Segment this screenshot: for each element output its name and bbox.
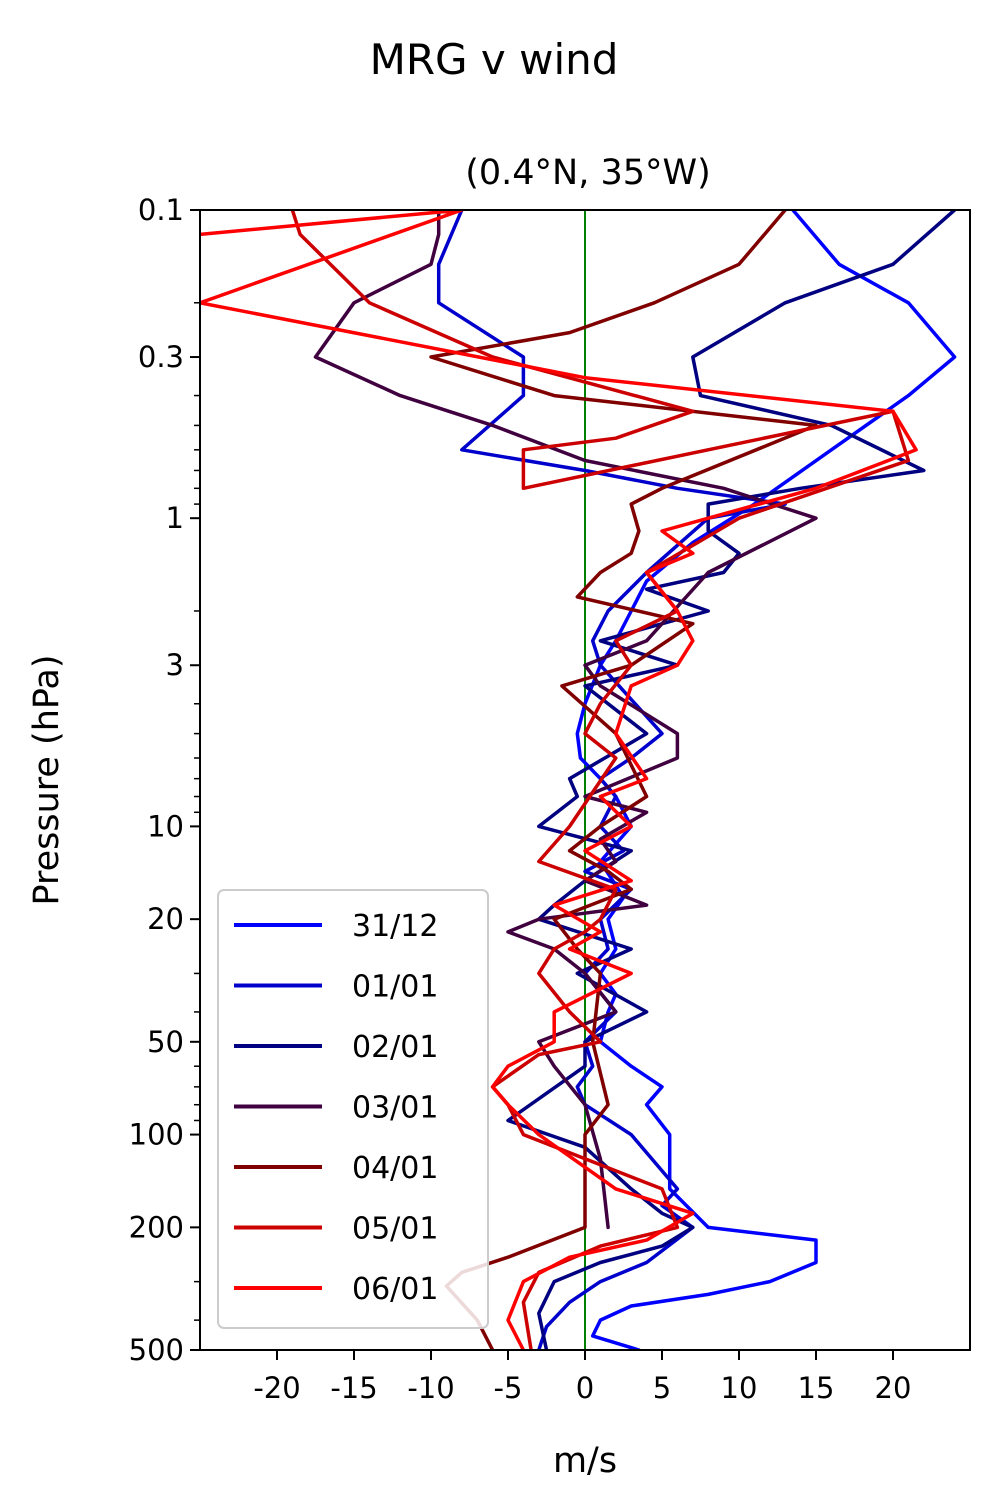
x-tick-label: -20 xyxy=(253,1371,300,1405)
y-tick-label: 0.1 xyxy=(138,193,184,227)
series-line-6 xyxy=(290,210,911,1350)
y-tick-label: 100 xyxy=(129,1118,184,1152)
legend-label: 31/12 xyxy=(352,909,438,944)
chart-subtitle: (0.4°N, 35°W) xyxy=(465,153,711,193)
series-line-3 xyxy=(506,210,957,1350)
y-tick-label: 3 xyxy=(166,648,184,682)
y-tick-label: 200 xyxy=(129,1210,184,1244)
plot-area xyxy=(200,210,957,1350)
legend-items: 31/12 01/01 02/01 03/01 04/01 05/01 06/01 xyxy=(234,909,438,1307)
chart-title: MRG v wind xyxy=(370,35,619,84)
legend-box xyxy=(217,889,489,1329)
y-tick-label: 1 xyxy=(166,501,184,535)
legend-label: 03/01 xyxy=(352,1091,438,1126)
y-tick-label: 50 xyxy=(147,1025,184,1059)
y-axis-label: Pressure (hPa) xyxy=(27,654,67,905)
x-tick-label: 0 xyxy=(576,1371,594,1405)
x-tick-label: -5 xyxy=(494,1371,523,1405)
y-tick-label: 500 xyxy=(129,1333,184,1367)
x-tick-label: 5 xyxy=(653,1371,671,1405)
y-tick-label: 0.3 xyxy=(138,340,184,374)
y-tick-label: 20 xyxy=(147,902,184,936)
legend-label: 06/01 xyxy=(352,1272,438,1307)
x-tick-label: 15 xyxy=(798,1371,835,1405)
series-line-4 xyxy=(313,210,818,1230)
legend-label: 01/01 xyxy=(352,970,438,1005)
x-tick-label: -10 xyxy=(407,1371,454,1405)
legend-label: 05/01 xyxy=(352,1212,438,1247)
x-axis: -20 -15 -10 -5 0 5 10 15 20 xyxy=(253,1350,911,1405)
y-axis: 0.1 0.3 1 3 10 20 50 100 200 500 xyxy=(129,193,200,1367)
x-tick-label: 10 xyxy=(721,1371,758,1405)
series-group xyxy=(200,210,957,1350)
series-line-7 xyxy=(200,210,918,1350)
x-tick-label: 20 xyxy=(875,1371,912,1405)
legend: 31/12 01/01 02/01 03/01 04/01 05/01 06/01 xyxy=(217,889,489,1329)
legend-label: 02/01 xyxy=(352,1030,438,1065)
x-axis-label: m/s xyxy=(553,1441,617,1481)
legend-label: 04/01 xyxy=(352,1151,438,1186)
y-tick-label: 10 xyxy=(147,809,184,843)
x-tick-label: -15 xyxy=(330,1371,377,1405)
